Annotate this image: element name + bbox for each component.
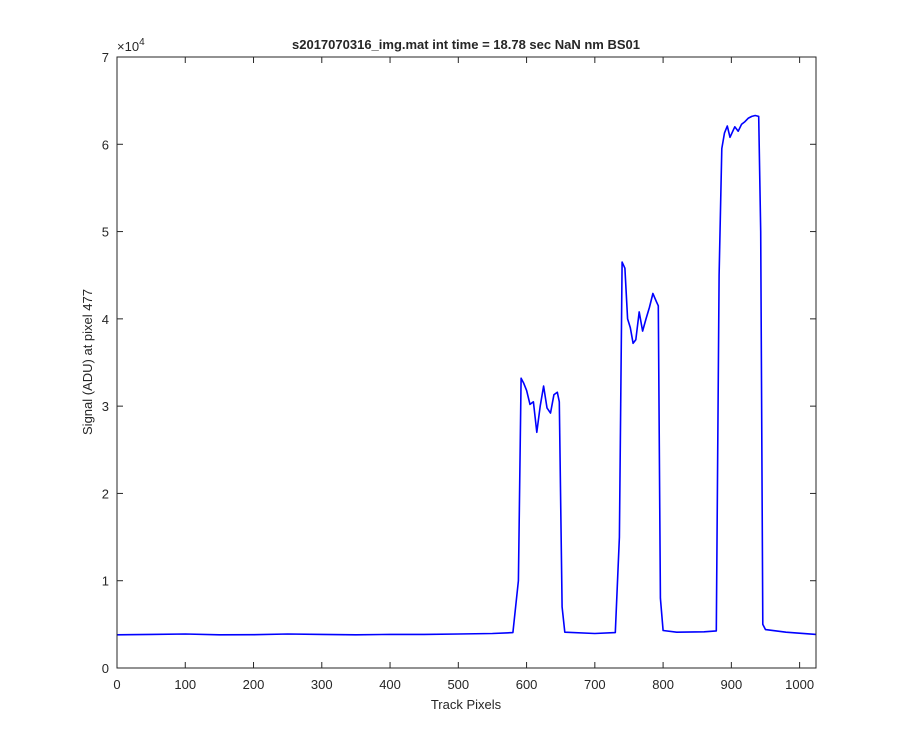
axes-box: [116, 56, 817, 669]
y-tick-label: 3: [102, 399, 109, 414]
y-tick-label: 4: [102, 312, 109, 327]
plot-area: [117, 57, 816, 668]
x-tick-label: 700: [584, 677, 606, 692]
y-tick-label: 7: [102, 50, 109, 65]
y-exponent-base: ×10: [117, 39, 139, 54]
y-tick-label: 0: [102, 661, 109, 676]
x-axis-label: Track Pixels: [431, 697, 502, 712]
y-exponent-label: ×104: [117, 37, 145, 54]
y-tick-label: 1: [102, 574, 109, 589]
x-tick-label: 400: [379, 677, 401, 692]
x-tick-label: 0: [113, 677, 120, 692]
x-tick-label: 800: [652, 677, 674, 692]
x-tick-label: 100: [174, 677, 196, 692]
x-tick-label: 900: [721, 677, 743, 692]
x-tick-label: 600: [516, 677, 538, 692]
x-tick-label: 1000: [785, 677, 814, 692]
x-tick-label: 300: [311, 677, 333, 692]
y-tick-label: 2: [102, 486, 109, 501]
y-exponent-power: 4: [139, 37, 145, 48]
y-tick-label: 5: [102, 225, 109, 240]
y-tick-label: 6: [102, 137, 109, 152]
y-axis-label: Signal (ADU) at pixel 477: [80, 289, 95, 435]
x-tick-label: 200: [243, 677, 265, 692]
series-line: [116, 114, 817, 636]
chart-title: s2017070316_img.mat int time = 18.78 sec…: [292, 37, 640, 52]
x-tick-label: 500: [447, 677, 469, 692]
